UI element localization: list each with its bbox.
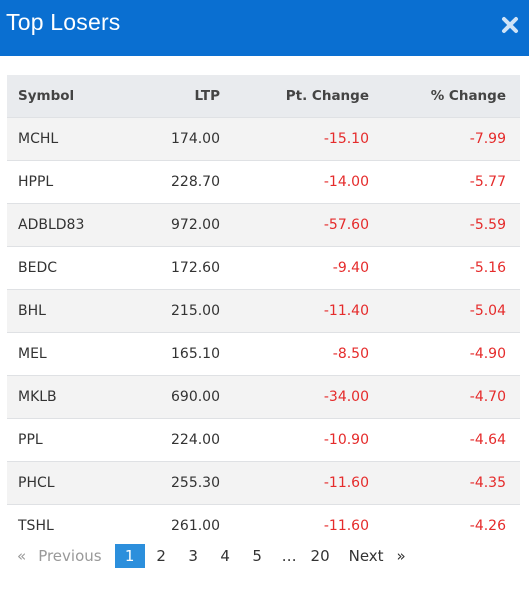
symbol-cell[interactable]: PPL bbox=[18, 431, 43, 448]
table-row[interactable]: HPPL 228.70 -14.00 -5.77 bbox=[7, 160, 520, 203]
table-row[interactable]: ADBLD83 972.00 -57.60 -5.59 bbox=[7, 203, 520, 246]
ltp-cell: 224.00 bbox=[171, 431, 220, 448]
modal-header: Top Losers bbox=[0, 0, 529, 56]
column-header-pct-change[interactable]: % Change bbox=[430, 87, 506, 104]
symbol-cell[interactable]: BEDC bbox=[18, 259, 58, 276]
ltp-cell: 165.10 bbox=[171, 345, 220, 362]
pct-change-cell: -7.99 bbox=[469, 130, 506, 147]
table-row[interactable]: PHCL 255.30 -11.60 -4.35 bbox=[7, 461, 520, 504]
page-button-3[interactable]: 3 bbox=[188, 547, 198, 565]
page-button-1[interactable]: 1 bbox=[114, 544, 145, 568]
table-row[interactable]: TSHL 261.00 -11.60 -4.26 bbox=[7, 504, 520, 547]
symbol-cell[interactable]: PHCL bbox=[18, 474, 55, 491]
pt-change-cell: -11.40 bbox=[323, 302, 369, 319]
page-button-5[interactable]: 5 bbox=[252, 547, 262, 565]
pt-change-cell: -11.60 bbox=[323, 474, 369, 491]
losers-table-container: Symbol LTP Pt. Change % Change MCHL 174.0… bbox=[7, 75, 520, 547]
symbol-cell[interactable]: ADBLD83 bbox=[18, 216, 85, 233]
pt-change-cell: -57.60 bbox=[323, 216, 369, 233]
pct-change-cell: -4.90 bbox=[469, 345, 506, 362]
page-button-20[interactable]: 20 bbox=[310, 547, 330, 565]
losers-table: Symbol LTP Pt. Change % Change MCHL 174.0… bbox=[7, 75, 520, 547]
next-arrow-icon[interactable]: » bbox=[396, 547, 406, 565]
pct-change-cell: -5.59 bbox=[469, 216, 506, 233]
pt-change-cell: -9.40 bbox=[332, 259, 369, 276]
ltp-cell: 261.00 bbox=[171, 517, 220, 534]
symbol-cell[interactable]: BHL bbox=[18, 302, 46, 319]
pct-change-cell: -4.64 bbox=[469, 431, 506, 448]
ltp-cell: 690.00 bbox=[171, 388, 220, 405]
table-row[interactable]: MCHL 174.00 -15.10 -7.99 bbox=[7, 117, 520, 160]
table-row[interactable]: MEL 165.10 -8.50 -4.90 bbox=[7, 332, 520, 375]
pt-change-cell: -34.00 bbox=[323, 388, 369, 405]
pt-change-cell: -14.00 bbox=[323, 173, 369, 190]
pct-change-cell: -4.35 bbox=[469, 474, 506, 491]
symbol-cell[interactable]: TSHL bbox=[18, 517, 54, 534]
ltp-cell: 228.70 bbox=[171, 173, 220, 190]
pt-change-cell: -15.10 bbox=[323, 130, 369, 147]
pagination: « Previous 1 2 3 4 5 … 20 Next » bbox=[17, 543, 406, 569]
pt-change-cell: -8.50 bbox=[332, 345, 369, 362]
table-header-row: Symbol LTP Pt. Change % Change bbox=[7, 75, 520, 117]
pt-change-cell: -11.60 bbox=[323, 517, 369, 534]
symbol-cell[interactable]: MKLB bbox=[18, 388, 57, 405]
table-row[interactable]: BHL 215.00 -11.40 -5.04 bbox=[7, 289, 520, 332]
page-button-2[interactable]: 2 bbox=[156, 547, 166, 565]
pct-change-cell: -4.26 bbox=[469, 517, 506, 534]
close-icon[interactable] bbox=[499, 14, 521, 36]
table-row[interactable]: PPL 224.00 -10.90 -4.64 bbox=[7, 418, 520, 461]
next-button[interactable]: Next bbox=[348, 547, 384, 565]
symbol-cell[interactable]: HPPL bbox=[18, 173, 54, 190]
pct-change-cell: -4.70 bbox=[469, 388, 506, 405]
pct-change-cell: -5.77 bbox=[469, 173, 506, 190]
pt-change-cell: -10.90 bbox=[323, 431, 369, 448]
pagination-ellipsis: … bbox=[281, 547, 297, 565]
column-header-pt-change[interactable]: Pt. Change bbox=[285, 87, 369, 104]
modal-title: Top Losers bbox=[6, 9, 121, 35]
symbol-cell[interactable]: MCHL bbox=[18, 130, 59, 147]
previous-arrow-icon: « bbox=[17, 547, 27, 565]
ltp-cell: 172.60 bbox=[171, 259, 220, 276]
pct-change-cell: -5.16 bbox=[469, 259, 506, 276]
previous-button: Previous bbox=[38, 547, 102, 565]
table-row[interactable]: MKLB 690.00 -34.00 -4.70 bbox=[7, 375, 520, 418]
ltp-cell: 972.00 bbox=[171, 216, 220, 233]
symbol-cell[interactable]: MEL bbox=[18, 345, 47, 362]
pct-change-cell: -5.04 bbox=[469, 302, 506, 319]
ltp-cell: 174.00 bbox=[171, 130, 220, 147]
column-header-symbol[interactable]: Symbol bbox=[18, 87, 75, 104]
table-row[interactable]: BEDC 172.60 -9.40 -5.16 bbox=[7, 246, 520, 289]
page-button-4[interactable]: 4 bbox=[220, 547, 230, 565]
ltp-cell: 255.30 bbox=[171, 474, 220, 491]
ltp-cell: 215.00 bbox=[171, 302, 220, 319]
column-header-ltp[interactable]: LTP bbox=[194, 87, 220, 104]
